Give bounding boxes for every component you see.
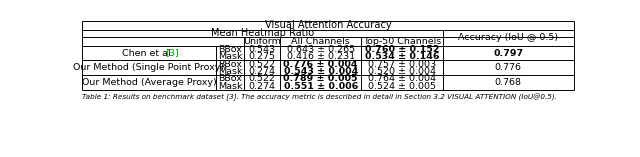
Text: BBox: BBox bbox=[218, 74, 242, 83]
Text: Accuracy (IoU @ 0.5): Accuracy (IoU @ 0.5) bbox=[458, 33, 558, 42]
Text: 0.797: 0.797 bbox=[493, 49, 524, 58]
Text: Chen et al.: Chen et al. bbox=[122, 49, 177, 58]
Text: 0.522: 0.522 bbox=[248, 74, 276, 83]
Text: Our Method (Average Proxy): Our Method (Average Proxy) bbox=[82, 78, 216, 87]
Text: Mask: Mask bbox=[218, 67, 242, 76]
Text: 0.768: 0.768 bbox=[495, 78, 522, 87]
Text: 0.275: 0.275 bbox=[248, 52, 276, 61]
Text: 0.543 ± 0.004: 0.543 ± 0.004 bbox=[284, 67, 358, 76]
Text: Our Method (Single Point Proxy): Our Method (Single Point Proxy) bbox=[74, 63, 225, 72]
Text: Top-50 Channels: Top-50 Channels bbox=[363, 37, 441, 46]
Text: Mask: Mask bbox=[218, 52, 242, 61]
Text: 0.274: 0.274 bbox=[248, 67, 276, 76]
Text: All Channels: All Channels bbox=[291, 37, 350, 46]
Text: 0.776: 0.776 bbox=[495, 63, 522, 72]
Text: 0.789 ± 0.005: 0.789 ± 0.005 bbox=[284, 74, 358, 83]
Text: 0.551 ± 0.006: 0.551 ± 0.006 bbox=[284, 81, 358, 91]
Text: Uniform: Uniform bbox=[243, 37, 281, 46]
Text: 0.776 ± 0.004: 0.776 ± 0.004 bbox=[284, 60, 358, 69]
Text: 0.534 ± 0.146: 0.534 ± 0.146 bbox=[365, 52, 439, 61]
Text: Mean Heatmap Ratio: Mean Heatmap Ratio bbox=[211, 28, 314, 38]
Text: 0.764 ± 0.004: 0.764 ± 0.004 bbox=[368, 74, 436, 83]
Text: 0.274: 0.274 bbox=[248, 81, 276, 91]
Text: 0.760 ± 0.152: 0.760 ± 0.152 bbox=[365, 45, 439, 54]
Text: Visual Attention Accuracy: Visual Attention Accuracy bbox=[264, 20, 392, 30]
Text: BBox: BBox bbox=[218, 60, 242, 69]
Text: 0.416 ± 0.231: 0.416 ± 0.231 bbox=[287, 52, 355, 61]
Text: [3]: [3] bbox=[165, 49, 179, 58]
Text: Table 1: Results on benchmark dataset [3]. The accuracy metric is described in d: Table 1: Results on benchmark dataset [3… bbox=[83, 94, 557, 101]
Text: 0.520 ± 0.004: 0.520 ± 0.004 bbox=[368, 67, 436, 76]
Text: 0.524 ± 0.005: 0.524 ± 0.005 bbox=[368, 81, 436, 91]
Text: 0.757 ± 0.003: 0.757 ± 0.003 bbox=[368, 60, 436, 69]
Text: BBox: BBox bbox=[218, 45, 242, 54]
Text: 0.643 ± 0.265: 0.643 ± 0.265 bbox=[287, 45, 355, 54]
Text: 0.522: 0.522 bbox=[248, 60, 276, 69]
Text: 0.543: 0.543 bbox=[248, 45, 276, 54]
Text: Mask: Mask bbox=[218, 81, 242, 91]
